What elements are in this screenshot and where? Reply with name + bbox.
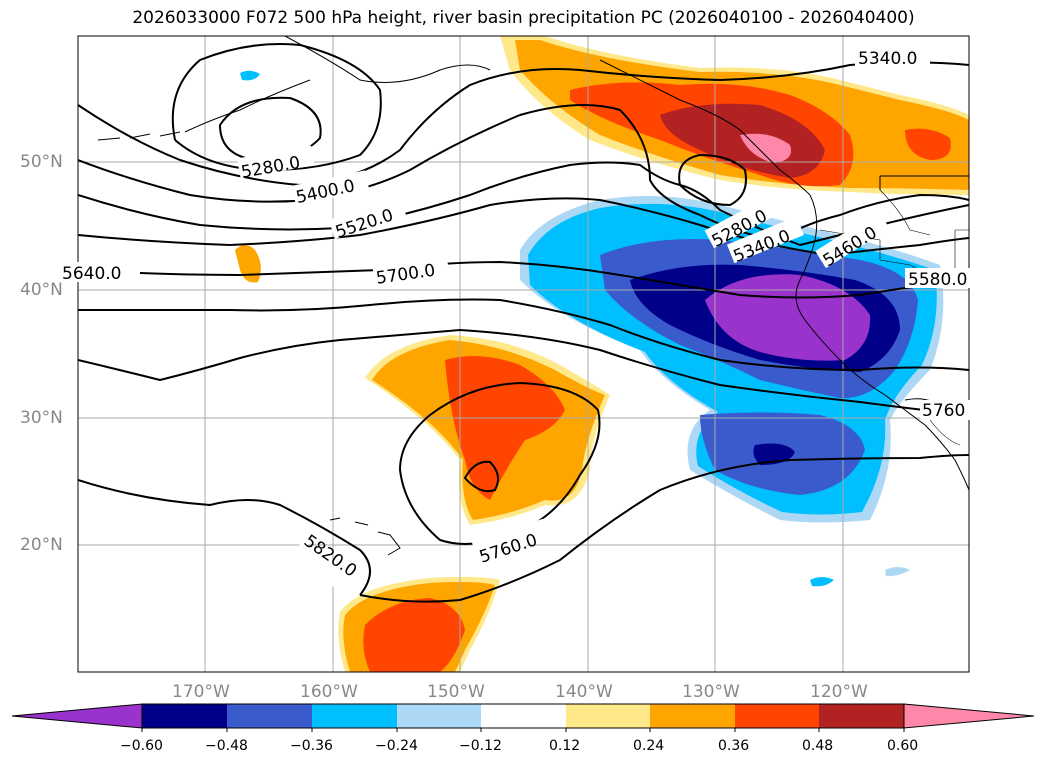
colorbar-tick-012: 0.12 [549,738,581,754]
lon-label-160w: 160°W [300,682,358,702]
lat-label-20n: 20°N [20,535,63,555]
negative-anomaly-spot-3 [885,567,910,577]
lat-label-30n: 30°N [20,408,63,428]
colorbar-high-arrow [903,703,1035,729]
colorbar [11,703,1035,732]
lon-label-120w: 120°W [810,682,868,702]
colorbar-tick-060: 0.60 [887,738,919,754]
positive-anomaly-spot [235,245,261,283]
colorbar-bin-8 [735,704,819,728]
contour-label-5640: 5640.0 [62,264,121,284]
colorbar-tick-neg012: −0.12 [459,738,502,754]
lat-label-40n: 40°N [20,280,63,300]
colorbar-tick-036: 0.36 [718,738,750,754]
colorbar-bin-5 [481,704,566,728]
colorbar-tick-neg048: −0.48 [205,738,248,754]
colorbar-tick-neg060: −0.60 [120,738,163,754]
colorbar-bin-9 [819,704,904,728]
lat-label-50n: 50°N [20,152,63,172]
colorbar-tick-048: 0.48 [802,738,834,754]
positive-anomaly-north [500,36,969,195]
contour-label-5400: 5400.0 [294,176,356,208]
map-title: 2026033000 F072 500 hPa height, river ba… [132,8,915,28]
lon-label-170w: 170°W [172,682,230,702]
colorbar-bin-2 [227,704,312,728]
positive-anomaly-central [365,335,610,525]
contour-label-5580: 5580.0 [908,270,967,290]
contour-label-5340-top: 5340.0 [858,49,917,69]
colorbar-tick-024: 0.24 [633,738,665,754]
colorbar-low-arrow [11,703,143,729]
negative-anomaly-spot-2 [810,577,834,587]
colorbar-bin-1 [142,704,227,728]
colorbar-tick-neg036: −0.36 [290,738,333,754]
lon-label-130w: 130°W [682,682,740,702]
contour-label-5760-east: 5760 [922,401,965,421]
colorbar-bin-7 [650,704,735,728]
lon-label-150w: 150°W [427,682,485,702]
colorbar-bin-3 [312,704,397,728]
colorbar-tick-neg024: −0.24 [375,738,418,754]
height-contours [78,43,969,603]
negative-anomaly-spot-1 [240,70,260,81]
colorbar-bin-4 [397,704,481,728]
colorbar-bin-6 [566,704,650,728]
lon-label-140w: 140°W [555,682,613,702]
map-frame [77,35,970,673]
